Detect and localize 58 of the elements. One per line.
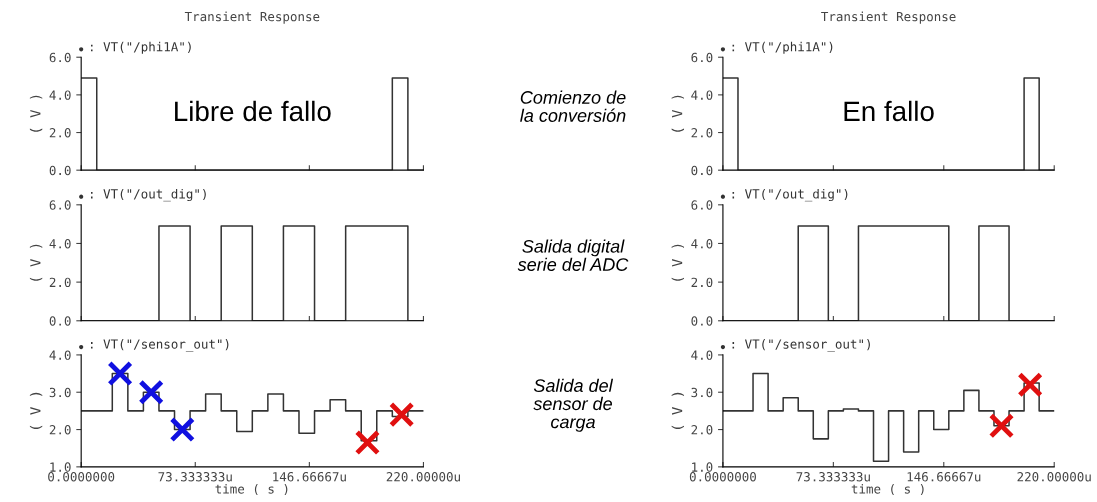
- chart-title: Transient Response: [184, 11, 320, 24]
- y-tick-label: 4.0: [691, 350, 713, 360]
- y-tick-label: 0.0: [49, 165, 71, 176]
- y-tick-label: 6.0: [49, 200, 71, 210]
- point: [388, 401, 415, 428]
- x-axis-title: time ( s ): [215, 483, 288, 496]
- y-axis-title: ( V ): [29, 244, 43, 281]
- y-tick-label: 2.0: [49, 277, 71, 288]
- text: Comienzo de la conversión: [520, 90, 626, 122]
- text: Salida digital serie del ADC: [517, 239, 629, 271]
- y-tick-label: 0.0: [691, 316, 713, 326]
- x-tick-label: 220.00000u: [386, 472, 460, 482]
- y-tick-label: 0.0: [691, 165, 713, 176]
- legend-label: : VT("/sensor_out"): [91, 339, 229, 352]
- y-tick-label: 1.0: [50, 462, 71, 472]
- y-tick-label: 6.0: [49, 52, 71, 63]
- text: Salida del sensor de carga: [533, 378, 614, 432]
- y-tick-label: 2.0: [691, 128, 713, 138]
- legend-label: : VT("/sensor_out"): [732, 339, 870, 352]
- point: [107, 360, 133, 387]
- legend-label: : VT("/phi1A"): [732, 41, 833, 54]
- y-tick-label: 2.0: [691, 425, 713, 435]
- chart-title: Transient Response: [821, 11, 956, 24]
- x-tick-label: 146.66667u: [273, 472, 346, 482]
- y-tick-label: 2.0: [49, 425, 71, 435]
- annotation: Libre de fallo: [175, 100, 331, 122]
- legend-label: : VT("/out_dig"): [732, 188, 848, 202]
- y-tick-label: 2.0: [49, 128, 71, 138]
- x-tick-label: 73.333333u: [158, 472, 232, 482]
- y-axis-title: ( V ): [29, 95, 43, 132]
- y-tick-label: 4.0: [49, 90, 71, 100]
- x-tick-label: 146.66667u: [907, 472, 981, 482]
- annotation: En fallo: [844, 100, 934, 122]
- y-axis-title: ( V ): [29, 392, 43, 429]
- y-axis-title: ( V ): [671, 95, 685, 132]
- y-tick-label: 0.0: [49, 316, 71, 326]
- point: [169, 416, 196, 443]
- y-axis-title: ( V ): [671, 392, 685, 429]
- y-tick-label: 2.0: [691, 277, 713, 288]
- y-tick-label: 6.0: [691, 52, 713, 63]
- y-tick-label: 4.0: [49, 350, 71, 360]
- x-tick-label: 0.0000000: [689, 472, 756, 482]
- x-tick-label: 73.333333u: [796, 472, 870, 482]
- x-tick-label: 0.0000000: [48, 472, 115, 482]
- x-axis-title: time ( s ): [851, 483, 924, 496]
- y-axis-title: ( V ): [671, 244, 685, 281]
- y-tick-label: 4.0: [691, 238, 713, 249]
- point: [354, 429, 381, 456]
- point: [138, 379, 164, 405]
- y-tick-label: 3.0: [49, 387, 71, 398]
- y-tick-label: 4.0: [691, 90, 713, 100]
- y-tick-label: 3.0: [691, 387, 713, 398]
- y-tick-label: 6.0: [691, 200, 713, 210]
- legend-label: : VT("/phi1A"): [91, 41, 191, 54]
- y-tick-label: 4.0: [49, 238, 71, 249]
- x-tick-label: 220.00000u: [1017, 472, 1091, 482]
- y-tick-label: 1.0: [692, 462, 713, 472]
- legend-label: : VT("/out_dig"): [91, 188, 206, 202]
